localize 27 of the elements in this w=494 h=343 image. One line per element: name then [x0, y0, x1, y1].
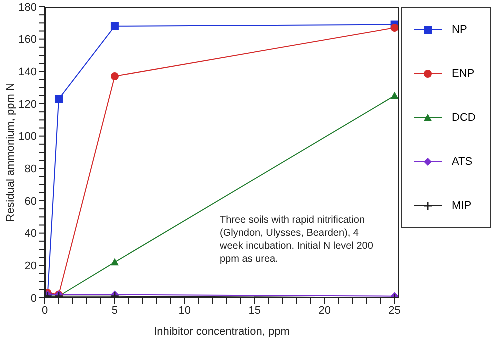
- point: [390, 24, 399, 32]
- legend-label: MIP: [452, 200, 472, 212]
- x-tick-label: 10: [178, 304, 192, 317]
- y-tick-label: 60: [24, 196, 37, 208]
- legend-label: ATS: [452, 156, 473, 168]
- x-axis-title: Inhibitor concentration, ppm: [154, 326, 290, 338]
- legend-label: NP: [452, 24, 468, 36]
- point: [54, 95, 63, 104]
- point: [110, 72, 119, 81]
- y-tick-label: 0: [30, 292, 37, 305]
- annotation: Three soils with rapid nitrification (Glyndon, Ulysses, Bearden), 4 week incubation. Initial N level 200 ppm as urea.: [220, 214, 374, 266]
- y-axis-title: Residual ammonium, ppm N: [4, 83, 17, 222]
- y-tick-label: 180: [18, 2, 37, 14]
- x-tick-label: 15: [248, 304, 262, 317]
- legend-label: DCD: [452, 112, 476, 124]
- x-tick-label: 5: [112, 304, 118, 317]
- y-tick-label: 20: [24, 260, 37, 273]
- x-tick-label: 0: [42, 304, 48, 317]
- y-tick-label: 140: [18, 66, 37, 79]
- y-tick-label: 40: [24, 228, 37, 240]
- y-tick-label: 100: [18, 131, 37, 144]
- point: [110, 22, 119, 30]
- y-tick-label: 120: [18, 98, 37, 111]
- y-tick-label: 80: [24, 164, 37, 176]
- legend-label: ENP: [452, 68, 475, 80]
- x-tick-label: 20: [318, 304, 331, 317]
- y-tick-label: 160: [18, 34, 37, 46]
